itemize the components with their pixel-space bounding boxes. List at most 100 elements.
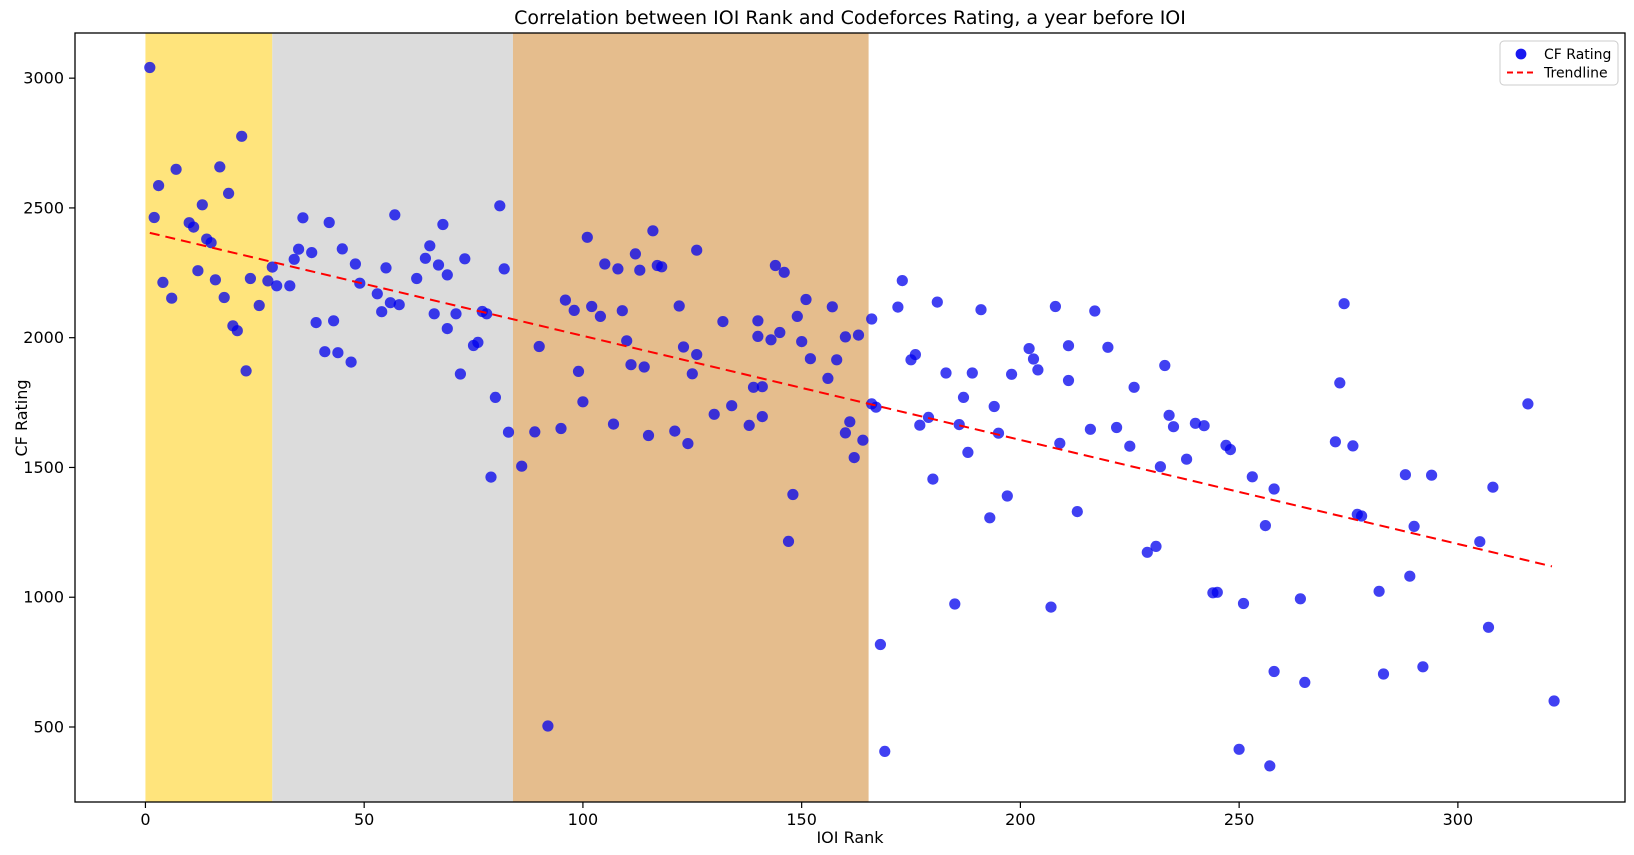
data-point	[393, 299, 405, 311]
data-point	[205, 237, 217, 249]
data-point	[717, 316, 729, 328]
x-axis-label: IOI Rank	[816, 828, 884, 847]
highlight-band-3	[512, 33, 869, 802]
data-point	[769, 259, 782, 272]
y-tick-label: 2500	[23, 198, 64, 217]
data-point	[988, 400, 1000, 413]
data-point	[411, 272, 423, 285]
data-point	[432, 259, 445, 271]
data-point	[1373, 585, 1385, 597]
data-point	[1054, 437, 1066, 449]
data-point	[953, 419, 965, 431]
data-point	[686, 368, 698, 380]
data-point	[691, 244, 703, 256]
data-point	[857, 434, 869, 446]
legend-label-cf-rating: CF Rating	[1544, 47, 1611, 63]
data-point	[1356, 510, 1368, 522]
data-point	[822, 372, 834, 384]
data-point	[992, 427, 1005, 439]
x-tick-label: 250	[1224, 810, 1255, 829]
data-point	[437, 218, 449, 231]
legend-label-trendline: Trendline	[1543, 66, 1608, 82]
data-point	[288, 253, 300, 265]
data-point	[376, 306, 388, 318]
data-point	[459, 253, 471, 265]
data-point	[441, 323, 453, 335]
x-tick-label: 0	[140, 810, 150, 829]
data-point	[271, 280, 283, 292]
data-point	[708, 408, 720, 420]
x-tick-label: 100	[568, 810, 599, 829]
data-point	[144, 61, 156, 74]
data-point	[1198, 420, 1210, 432]
trendline-dashed	[149, 231, 1553, 568]
data-point	[625, 359, 637, 371]
data-point	[253, 299, 265, 312]
data-point	[1299, 676, 1311, 689]
data-point	[647, 225, 659, 237]
data-point	[319, 346, 331, 358]
data-point	[502, 426, 515, 438]
data-point	[1062, 340, 1075, 352]
data-point	[796, 336, 808, 348]
data-point	[927, 473, 939, 485]
data-point	[752, 330, 764, 342]
data-point	[677, 341, 690, 353]
data-point	[293, 243, 305, 255]
data-point	[1027, 353, 1040, 365]
data-point	[831, 354, 843, 366]
data-point	[349, 258, 361, 270]
data-point	[787, 488, 799, 501]
data-point	[957, 391, 970, 403]
data-point	[1294, 593, 1306, 605]
data-point	[1487, 481, 1499, 493]
background-bands	[145, 33, 869, 802]
data-point	[691, 349, 703, 361]
data-point	[1347, 440, 1359, 452]
data-point	[450, 308, 462, 320]
data-point	[389, 209, 401, 221]
data-point	[581, 231, 593, 243]
data-point	[323, 216, 335, 229]
data-point	[844, 416, 856, 428]
data-point	[1124, 440, 1136, 452]
scatter-points	[144, 61, 1560, 772]
data-point	[669, 425, 681, 437]
data-point	[1404, 570, 1416, 582]
data-point	[1154, 461, 1166, 473]
data-point	[870, 401, 882, 413]
data-point	[1233, 743, 1245, 755]
data-point	[153, 180, 165, 192]
y-tick-label: 500	[33, 717, 64, 736]
data-point	[1426, 469, 1438, 481]
data-point	[747, 381, 760, 393]
data-point	[804, 353, 817, 365]
axis-ticks: 0 50 100 150 200 250 300 500 1000 1500 2000 2500 300…	[23, 69, 1473, 829]
data-point	[441, 269, 453, 281]
data-point	[1268, 483, 1280, 495]
data-point	[310, 317, 322, 329]
data-point	[1167, 421, 1180, 433]
data-point	[848, 452, 860, 464]
data-point	[673, 300, 685, 312]
data-point	[638, 361, 650, 373]
data-point	[726, 400, 738, 412]
y-tick-label: 1500	[23, 458, 64, 477]
data-point	[1246, 471, 1258, 483]
data-point	[1264, 760, 1276, 772]
data-point	[791, 310, 803, 322]
legend-dot-icon	[1515, 48, 1527, 60]
data-point	[1163, 409, 1175, 421]
data-point	[332, 347, 344, 359]
data-point	[170, 163, 182, 175]
trendline	[149, 231, 1553, 568]
data-point	[1111, 421, 1123, 434]
data-point	[874, 638, 887, 651]
data-point	[778, 266, 790, 278]
data-point	[306, 247, 318, 259]
data-point	[839, 427, 852, 439]
data-point	[1001, 490, 1013, 502]
data-point	[1023, 343, 1035, 355]
data-point	[1334, 377, 1346, 389]
